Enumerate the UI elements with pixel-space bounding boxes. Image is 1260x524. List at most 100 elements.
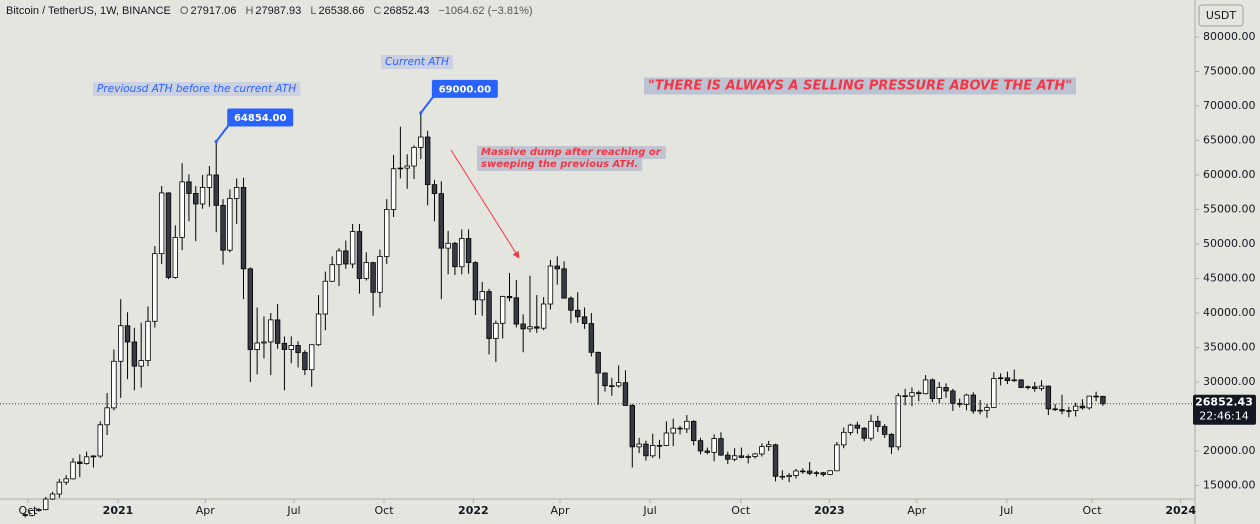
candle-body	[158, 192, 165, 255]
y-tick-label: 15000.00	[1203, 478, 1256, 491]
ath-pointer	[420, 95, 435, 114]
candle-body	[609, 385, 615, 387]
candle-body	[29, 510, 35, 516]
candle-body	[847, 424, 854, 433]
candle-body	[581, 316, 588, 324]
candle-body	[465, 238, 472, 264]
low-value: 26538.66	[318, 5, 365, 17]
candle-body	[322, 280, 329, 315]
ath-label-box	[227, 108, 294, 127]
candle-body	[349, 231, 356, 265]
high-value: 27987.93	[255, 5, 302, 17]
y-tick-label: 55000.00	[1203, 202, 1256, 215]
candle-body	[302, 352, 308, 371]
candle-body	[1100, 395, 1106, 405]
candle-body	[534, 326, 540, 329]
high-letter: H	[245, 5, 254, 17]
candle-body	[206, 174, 213, 188]
candle-body	[997, 377, 1004, 380]
close-value: 26852.43	[383, 5, 430, 17]
candle-body	[963, 394, 970, 405]
candle-body	[131, 341, 138, 367]
annotation-box	[93, 82, 301, 96]
candle-body	[315, 313, 322, 346]
candle-body	[956, 402, 963, 405]
ath-label-box	[431, 79, 498, 98]
candle-body	[418, 136, 424, 148]
y-tick-label: 65000.00	[1203, 133, 1256, 146]
candle-body	[261, 341, 267, 344]
currency-box	[1198, 4, 1244, 27]
candle-body	[104, 407, 110, 426]
candle-body	[861, 427, 867, 439]
y-tick-label: 70000.00	[1203, 99, 1256, 112]
candle-body	[479, 291, 485, 301]
candle-body	[118, 325, 124, 362]
candle-body	[602, 372, 608, 387]
y-tick-label: 60000.00	[1203, 168, 1256, 181]
close-letter: C	[373, 5, 382, 17]
candle-body	[77, 461, 83, 464]
x-tick-label: Apr	[550, 504, 570, 517]
candle-body	[179, 181, 185, 238]
annotation-box	[644, 77, 1076, 95]
candle-body	[643, 443, 649, 457]
candle-body	[806, 470, 813, 474]
candle-body	[629, 405, 635, 448]
price-label-box	[1193, 394, 1256, 425]
price-label: 26852.43	[1195, 396, 1253, 409]
candle-body	[397, 167, 404, 170]
candle-body	[1079, 405, 1086, 409]
candle-body	[1032, 386, 1038, 389]
annotation: Massive dump after reaching or	[481, 147, 662, 158]
candle-body	[684, 420, 690, 430]
candle-body	[813, 472, 820, 474]
candle-body	[731, 455, 738, 460]
candle-body	[554, 265, 560, 270]
x-tick-label: Jul	[286, 504, 300, 517]
candle-body	[1086, 395, 1092, 409]
candle-body	[56, 481, 63, 495]
candle-body	[165, 192, 172, 278]
candle-body	[452, 242, 458, 268]
candle-body	[895, 395, 901, 448]
x-tick-label: Jul	[999, 504, 1013, 517]
x-tick-label: Apr	[907, 504, 927, 517]
candle-body	[888, 434, 895, 448]
candle-body	[636, 443, 642, 448]
candle-body	[704, 450, 711, 453]
candle-body	[575, 309, 581, 318]
ath-label: 69000.00	[439, 84, 492, 95]
candle-body	[274, 319, 281, 344]
candle-body	[875, 420, 881, 427]
candle-body	[725, 454, 731, 460]
candle-body	[909, 392, 915, 397]
x-tick-label: 2023	[814, 504, 845, 517]
candle-body	[697, 440, 704, 452]
candle-body	[336, 250, 342, 266]
candle-body	[193, 193, 199, 205]
y-tick-label: 20000.00	[1203, 444, 1256, 457]
arrow	[450, 149, 520, 259]
candle-body	[1093, 395, 1099, 398]
candle-body	[881, 426, 888, 435]
candle-body	[472, 262, 479, 301]
y-tick-label: 75000.00	[1203, 64, 1256, 77]
annotation-box	[477, 158, 643, 171]
x-tick-label: Oct	[374, 504, 394, 517]
candle-body	[752, 453, 758, 457]
candle-body	[281, 342, 288, 350]
annotation-box	[381, 55, 454, 69]
candle-body	[841, 431, 847, 446]
x-tick-label: 2021	[103, 504, 134, 517]
candle-body	[991, 378, 997, 408]
candle-body	[390, 168, 397, 210]
candle-body	[288, 345, 294, 350]
candle-body	[411, 146, 417, 167]
candle-body	[356, 231, 363, 279]
x-tick-label: Apr	[196, 504, 216, 517]
candle-body	[111, 360, 117, 409]
candle-body	[145, 320, 151, 361]
candle-body	[1038, 385, 1045, 389]
candle-body	[779, 475, 786, 478]
